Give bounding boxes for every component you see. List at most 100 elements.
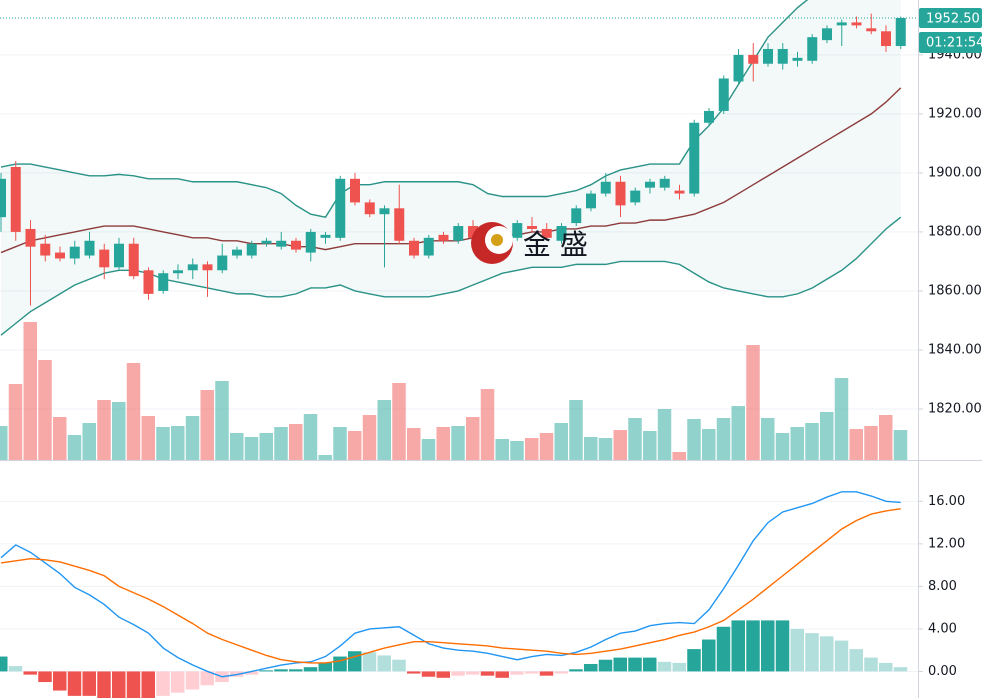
candle-body [718,78,729,111]
candle-body [305,231,316,253]
volume-bar [879,415,893,460]
volume-bar [613,430,627,460]
histogram-bar [657,661,672,672]
candle-body [527,226,537,229]
histogram-bar [525,671,539,674]
candle-body [246,243,257,256]
countdown-tag [919,31,982,53]
histogram-bar [348,651,362,672]
volume-bar [775,433,790,460]
y-tick-label: 12.00 [928,536,965,551]
watermark: 金 盛 [471,222,588,264]
candle-body [114,243,124,268]
histogram-bar [436,671,450,678]
macd-layer [0,491,908,698]
candle-body [84,240,95,256]
candle-body [807,37,818,61]
price-axis: 1820.00 1840.00 1860.00 1880.00 1900.00 1920.… [918,0,982,416]
candle-body [335,178,346,238]
histogram-bar [598,659,613,672]
volume-bar [480,389,495,460]
candle-body [320,234,331,238]
volume-bar [687,419,701,460]
y-tick-label: 1900.00 [928,165,982,180]
candle-body [202,264,213,271]
volume-bar [377,400,391,460]
volume-bar [185,416,200,460]
volume-bar [820,412,834,460]
y-tick-label: 1920.00 [928,106,982,121]
volume-bar [215,381,229,460]
volume-bar [23,322,37,460]
candle-body [541,228,552,238]
candle-body [881,31,891,47]
volume-bar [849,429,863,460]
histogram-bar [864,657,878,672]
histogram-bar [259,670,273,672]
candle-body [10,167,21,232]
candle-body [128,243,139,277]
candle-body [468,226,478,238]
histogram-bar [834,640,849,672]
volume-bar [539,433,554,460]
volume-bar [38,360,52,460]
volume-bar [893,430,908,460]
y-tick-label: 1860.00 [928,283,982,298]
volume-bar [0,426,8,460]
histogram-bar [244,671,259,675]
candle-body [851,22,862,26]
volume-bar [244,437,259,460]
y-tick-label: 0.00 [928,664,957,679]
histogram-bar [539,671,554,676]
histogram-bar [879,662,893,672]
candle-body [586,193,596,209]
histogram-bar [716,626,731,672]
candle-body [99,249,110,268]
candle-body [0,178,6,218]
histogram-bar [377,655,391,672]
volume-bar [126,363,141,460]
middle-band-line [0,87,902,254]
volume-bar [333,427,347,460]
volume-bar [805,423,819,460]
candle-body [792,57,803,61]
candle-body [630,190,641,203]
volume-bar [53,417,67,460]
candle-body [187,264,198,271]
histogram-bar [38,671,52,683]
volume-bar [716,418,731,460]
volume-bar [554,423,568,460]
histogram-bar [156,671,170,696]
histogram-bar [421,671,436,677]
volume-bar [274,427,288,460]
volume-bar [864,426,878,460]
histogram-bar [849,649,863,672]
candle-body [291,240,301,250]
histogram-bar [672,662,686,672]
volume-bar [141,416,155,460]
histogram-bar [451,671,465,676]
volume-bar [731,406,745,460]
histogram-bar [141,671,155,698]
volume-bar [289,424,303,460]
volume-bar [97,400,111,460]
candle-layer [0,13,918,306]
volume-bar [584,437,598,460]
histogram-bar [318,662,332,672]
volume-bar [495,439,509,460]
candle-body [25,228,36,247]
volume-bar [82,423,96,460]
histogram-bar [480,671,495,676]
candle-body [895,17,906,47]
candle-body [571,208,582,224]
logo-dot [491,234,503,246]
histogram-bar [303,667,318,672]
histogram-bar [53,671,67,691]
candle-body [659,178,670,188]
volume-bar [67,435,82,460]
histogram-bar [466,671,480,675]
candle-body [217,255,228,271]
volume-bar [171,426,185,460]
volume-bar [200,390,214,460]
